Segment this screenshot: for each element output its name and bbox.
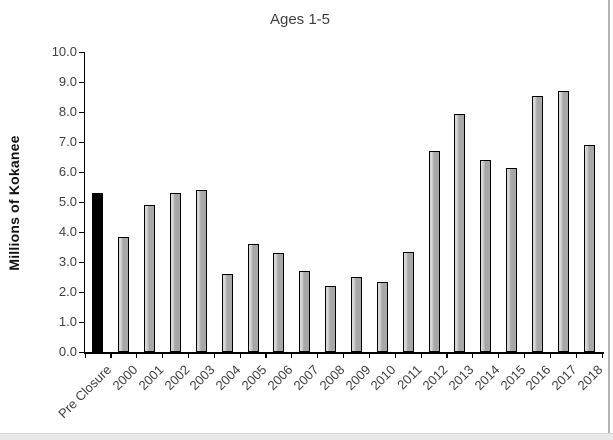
chart-title: Ages 1-5 [269, 11, 331, 28]
x-tick-mark [601, 353, 603, 358]
bar [118, 236, 130, 352]
y-tick-mark [79, 261, 84, 263]
y-tick-mark [79, 291, 84, 293]
bar [428, 151, 440, 352]
bar [480, 160, 492, 352]
x-tick-label: 2004 [212, 362, 244, 394]
x-tick-mark [84, 353, 86, 358]
x-tick-mark [317, 353, 319, 358]
bar [454, 113, 466, 352]
y-tick-mark [79, 201, 84, 203]
y-axis-title: Millions of Kokanee [6, 135, 22, 271]
y-tick-label: 2.0 [58, 284, 77, 299]
bar [273, 253, 285, 352]
y-tick-mark [79, 351, 84, 353]
y-tick-label: 8.0 [58, 104, 77, 119]
bar [350, 277, 362, 352]
y-tick-mark [79, 171, 84, 173]
y-tick-mark [79, 51, 84, 53]
x-tick-mark [446, 353, 448, 358]
x-tick-mark [343, 353, 345, 358]
x-tick-label: 2007 [290, 362, 322, 394]
y-tick-label: 0.0 [58, 344, 77, 359]
x-axis-line [83, 352, 604, 354]
x-tick-label: 2017 [548, 362, 580, 394]
x-tick-label: 2006 [264, 362, 296, 394]
x-tick-label: 2018 [574, 362, 606, 394]
y-tick-label: 5.0 [58, 194, 77, 209]
bar [299, 271, 311, 352]
x-tick-label: 2005 [238, 362, 270, 394]
bar [144, 205, 156, 352]
bar [557, 91, 569, 352]
x-tick-mark [265, 353, 267, 358]
window-bottom-edge [0, 433, 613, 440]
x-tick-label: 2001 [135, 362, 167, 394]
y-tick-label: 4.0 [58, 224, 77, 239]
x-tick-mark [575, 353, 577, 358]
x-tick-label: 2015 [497, 362, 529, 394]
y-tick-label: 3.0 [58, 254, 77, 269]
x-tick-mark [549, 353, 551, 358]
x-tick-mark [110, 353, 112, 358]
bar [170, 193, 181, 352]
bar [531, 95, 543, 352]
x-tick-label: 2009 [341, 362, 374, 394]
y-tick-mark [79, 81, 84, 83]
bar [376, 281, 388, 352]
x-tick-mark [187, 353, 190, 358]
y-tick-label: 9.0 [58, 74, 77, 89]
x-tick-mark [472, 353, 474, 358]
bar [325, 286, 337, 352]
y-axis-line [83, 52, 85, 354]
bar [221, 274, 233, 352]
y-tick-mark [79, 111, 84, 113]
x-tick-mark [368, 353, 371, 358]
x-tick-label: 2014 [471, 362, 503, 394]
y-tick-label: 7.0 [58, 134, 77, 149]
x-tick-mark [213, 353, 215, 358]
x-tick-label: 2008 [316, 362, 348, 394]
x-tick-mark [136, 353, 138, 358]
bar [195, 190, 207, 352]
window-right-border [608, 0, 610, 433]
bar [247, 244, 259, 352]
y-tick-label: 1.0 [58, 314, 77, 329]
x-tick-mark [420, 353, 422, 358]
x-tick-mark [498, 353, 500, 358]
x-tick-mark [394, 353, 396, 358]
x-tick-label: 2013 [445, 362, 477, 394]
x-tick-label: 2010 [367, 362, 399, 394]
x-tick-label: 2000 [109, 362, 141, 394]
y-tick-label: 10.0 [51, 44, 77, 59]
bar [506, 167, 517, 352]
x-tick-label: 2002 [161, 362, 193, 394]
x-tick-label: 2016 [522, 362, 554, 394]
y-tick-mark [79, 321, 84, 323]
y-tick-label: 6.0 [58, 164, 77, 179]
x-tick-label: 2011 [394, 362, 425, 393]
y-tick-mark [79, 141, 84, 143]
x-tick-label: Pre Closure [55, 362, 115, 422]
y-tick-mark [79, 231, 84, 233]
bar [402, 251, 414, 352]
x-tick-label: 2003 [186, 362, 218, 394]
bar [583, 145, 595, 352]
x-tick-mark [523, 353, 526, 358]
x-tick-mark [239, 353, 241, 358]
x-tick-mark [291, 353, 293, 358]
bar [92, 193, 104, 352]
x-tick-label: 2012 [419, 362, 451, 394]
x-tick-mark [162, 353, 164, 358]
